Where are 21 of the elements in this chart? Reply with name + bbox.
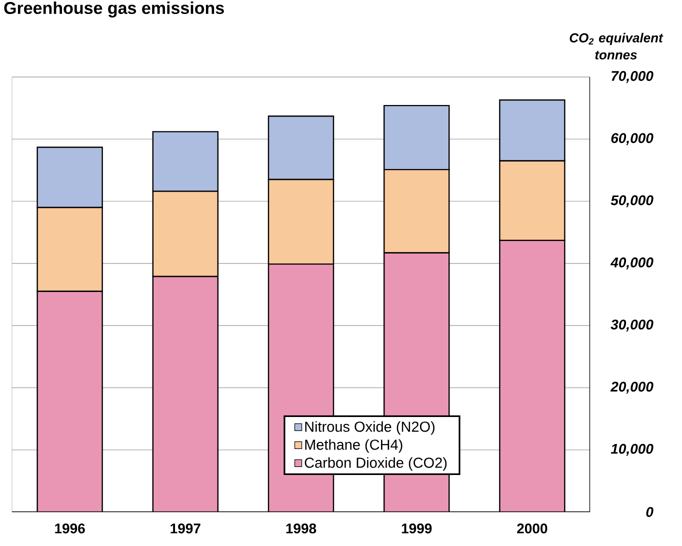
bar — [499, 240, 566, 512]
x-tick-label: 1999 — [402, 524, 432, 534]
y-tick-label: 50,000 — [610, 195, 654, 208]
y-tick-label: 30,000 — [610, 320, 654, 332]
x-tick-label: 2000 — [517, 524, 548, 534]
x-tick-label: 1996 — [55, 524, 85, 534]
legend-label: Methane (CH4) — [305, 439, 402, 453]
y-tick-label: 40,000 — [610, 257, 654, 270]
legend-label: Carbon Dioxide (CO2) — [304, 457, 447, 471]
bar — [152, 276, 218, 512]
x-tick-label: 1998 — [286, 524, 316, 534]
y-tick-label: 70,000 — [612, 71, 654, 83]
bar — [37, 291, 102, 512]
y-axis-title: CO$_{2}$ equivalent tonnes — [570, 32, 664, 60]
y-tick-label: 0 — [646, 507, 654, 517]
x-tick-label: 1997 — [170, 524, 200, 534]
y-tick-label: 20,000 — [610, 382, 654, 394]
y-tick-label: 60,000 — [611, 133, 654, 146]
chart-title: Greenhouse gas emissions — [4, 2, 224, 18]
legend-label: Nitrous Oxide (N2O) — [305, 421, 434, 435]
y-tick-label: 10,000 — [610, 444, 654, 456]
